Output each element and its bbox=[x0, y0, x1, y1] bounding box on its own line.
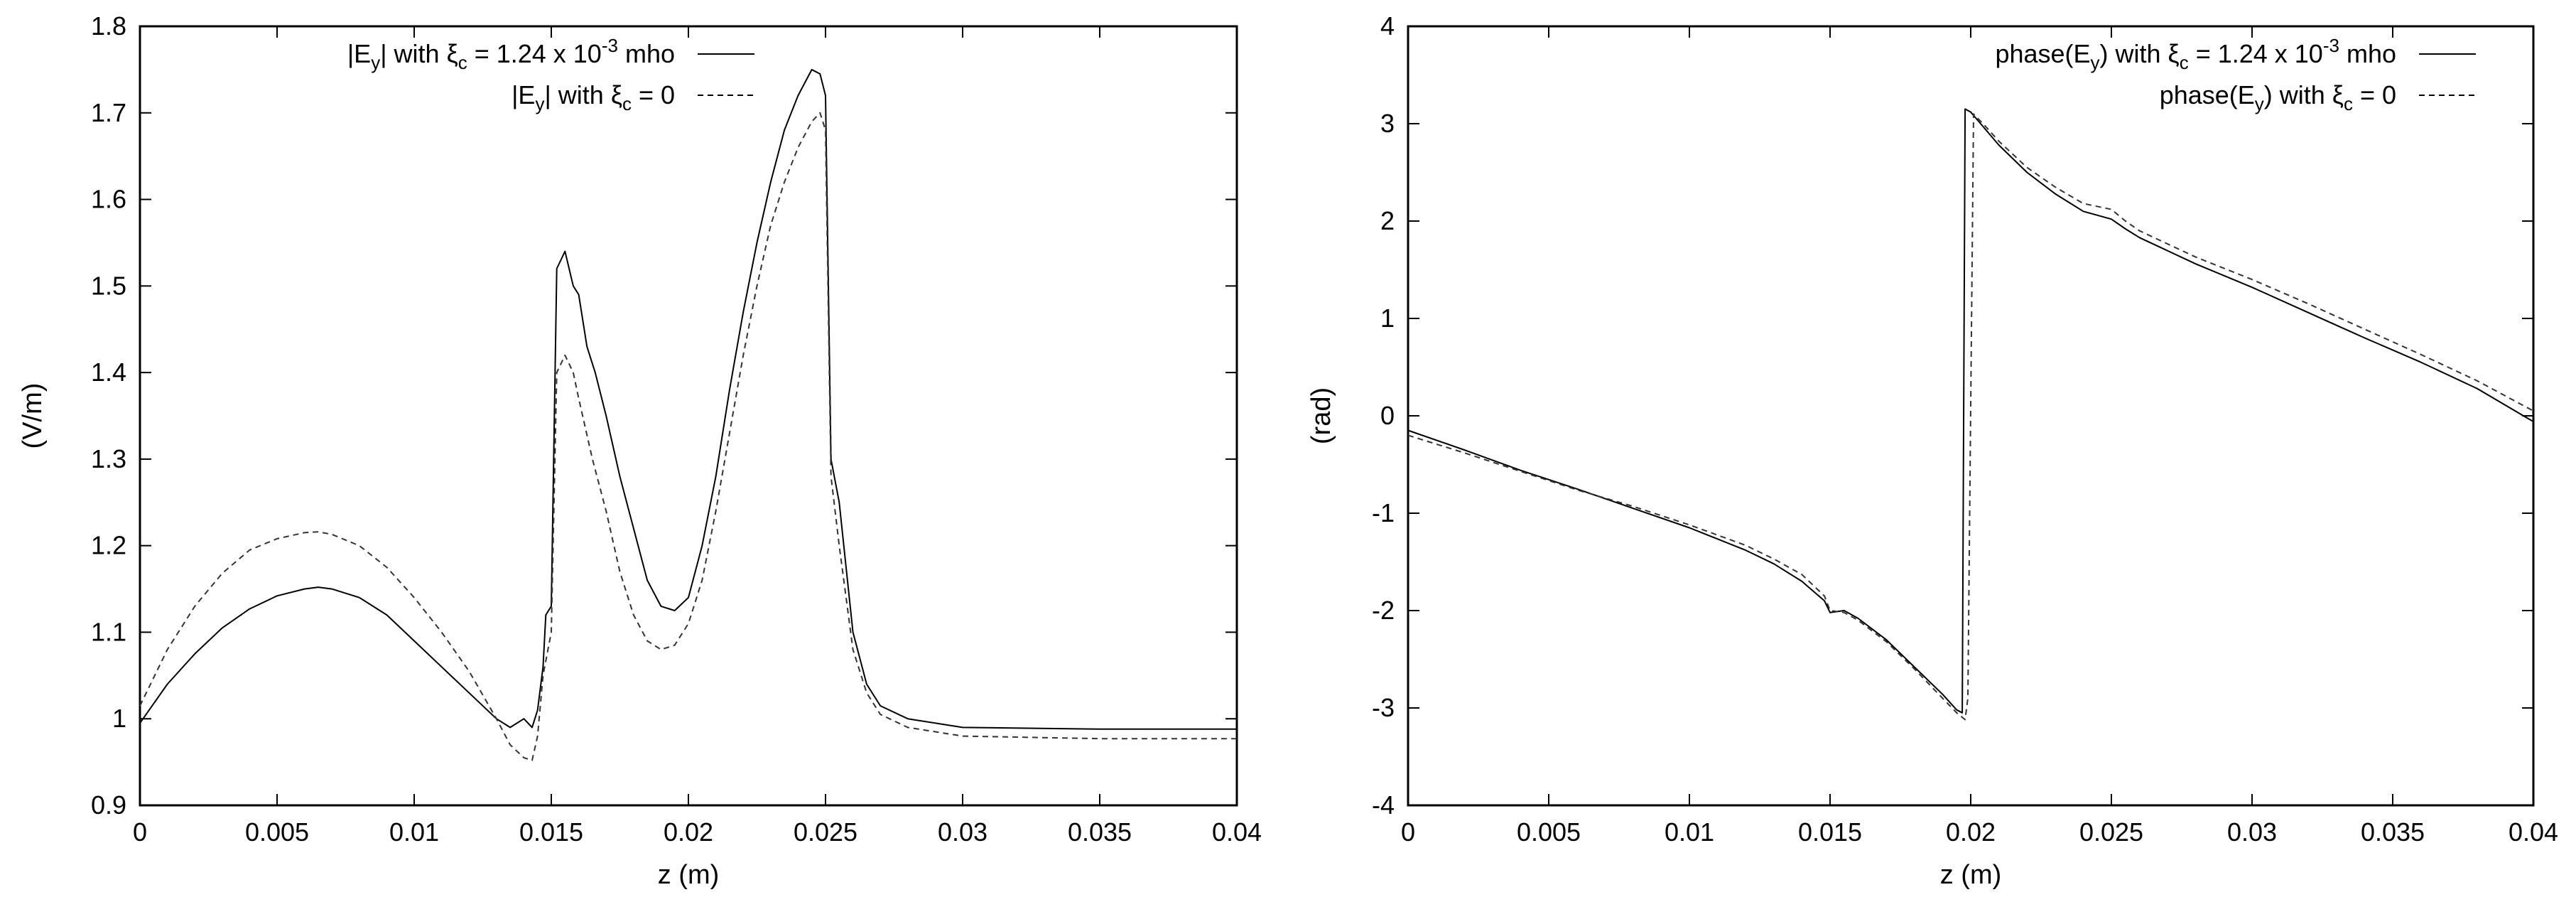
series-line-solid bbox=[139, 68, 1237, 730]
plot-frame bbox=[139, 25, 1238, 807]
legend-label: phase(Ey) with ξc = 1.24 x 10-3 mho bbox=[1995, 35, 2396, 73]
y-tick-label: 0 bbox=[1380, 401, 1395, 430]
y-tick-label: 1 bbox=[1380, 304, 1395, 333]
y-tick-label: 1.8 bbox=[91, 11, 126, 41]
x-axis-label: z (m) bbox=[658, 860, 720, 890]
x-axis-label: z (m) bbox=[1940, 860, 2002, 890]
x-tick-label: 0.025 bbox=[2079, 817, 2143, 847]
y-tick-label: 3 bbox=[1380, 109, 1395, 138]
series-line-dashed bbox=[139, 112, 1237, 761]
y-tick-label: 1 bbox=[112, 704, 126, 733]
x-axis-ticks: 0 0.005 0.01 0.015 0.02 0.025 0.03 0.035 0.04 bbox=[133, 26, 1262, 847]
x-tick-label: 0.035 bbox=[1068, 817, 1132, 847]
x-tick-label: 0.005 bbox=[1517, 817, 1581, 847]
y-tick-label: 1.5 bbox=[91, 271, 126, 300]
legend: phase(Ey) with ξc = 1.24 x 10-3 mho phase… bbox=[1995, 35, 2476, 114]
y-tick-label: 0.9 bbox=[91, 790, 126, 820]
x-tick-label: 0 bbox=[1401, 817, 1415, 847]
series-line-solid bbox=[1407, 108, 2534, 714]
legend-label: phase(Ey) with ξc = 0 bbox=[2160, 80, 2396, 114]
x-tick-label: 0 bbox=[133, 817, 147, 847]
legend: |Ey| with ξc = 1.24 x 10-3 mho |Ey| with … bbox=[347, 35, 754, 114]
x-tick-label: 0.035 bbox=[2361, 817, 2425, 847]
x-tick-label: 0.04 bbox=[1212, 817, 1262, 847]
y-tick-label: -2 bbox=[1372, 596, 1395, 625]
x-tick-label: 0.03 bbox=[2227, 817, 2277, 847]
y-tick-label: 1.2 bbox=[91, 531, 126, 560]
series-group bbox=[1407, 108, 2534, 721]
phase-chart: 0 0.005 0.01 0.015 0.02 0.025 0.03 0.035 0.04 -4… bbox=[1306, 11, 2558, 890]
y-axis-label: (rad) bbox=[1306, 387, 1336, 444]
y-tick-label: -3 bbox=[1372, 693, 1395, 722]
y-tick-label: 1.6 bbox=[91, 185, 126, 214]
y-tick-label: 2 bbox=[1380, 206, 1395, 235]
y-tick-label: 1.7 bbox=[91, 98, 126, 127]
x-tick-label: 0.025 bbox=[794, 817, 857, 847]
x-tick-label: 0.015 bbox=[1798, 817, 1862, 847]
legend-label: |Ey| with ξc = 1.24 x 10-3 mho bbox=[347, 35, 675, 73]
y-tick-label: -4 bbox=[1372, 790, 1395, 820]
y-tick-label: 4 bbox=[1380, 11, 1395, 41]
legend-label: |Ey| with ξc = 0 bbox=[512, 80, 675, 114]
x-axis-ticks: 0 0.005 0.01 0.015 0.02 0.025 0.03 0.035 0.04 bbox=[1401, 26, 2558, 847]
y-axis-label: (V/m) bbox=[18, 383, 48, 449]
y-tick-label: 1.1 bbox=[91, 617, 126, 646]
y-tick-label: 1.4 bbox=[91, 358, 126, 387]
series-line-dashed bbox=[1407, 113, 2534, 721]
x-tick-label: 0.02 bbox=[664, 817, 713, 847]
x-tick-label: 0.03 bbox=[938, 817, 987, 847]
y-tick-label: -1 bbox=[1372, 498, 1395, 527]
x-tick-label: 0.01 bbox=[389, 817, 439, 847]
x-tick-label: 0.04 bbox=[2509, 817, 2558, 847]
y-tick-label: 1.3 bbox=[91, 444, 126, 473]
magnitude-chart: 0 0.005 0.01 0.015 0.02 0.025 0.03 0.035 0.04 0.… bbox=[18, 11, 1262, 890]
y-axis-ticks: 0.9 1 1.1 1.2 1.3 1.4 1.5 1.6 1.7 1.8 bbox=[91, 11, 1237, 820]
x-tick-label: 0.01 bbox=[1665, 817, 1714, 847]
x-tick-label: 0.02 bbox=[1946, 817, 1996, 847]
y-axis-ticks: -4 -3 -2 -1 0 1 2 3 4 bbox=[1372, 11, 2533, 820]
x-tick-label: 0.015 bbox=[519, 817, 583, 847]
x-tick-label: 0.005 bbox=[245, 817, 309, 847]
series-group bbox=[139, 68, 1237, 761]
